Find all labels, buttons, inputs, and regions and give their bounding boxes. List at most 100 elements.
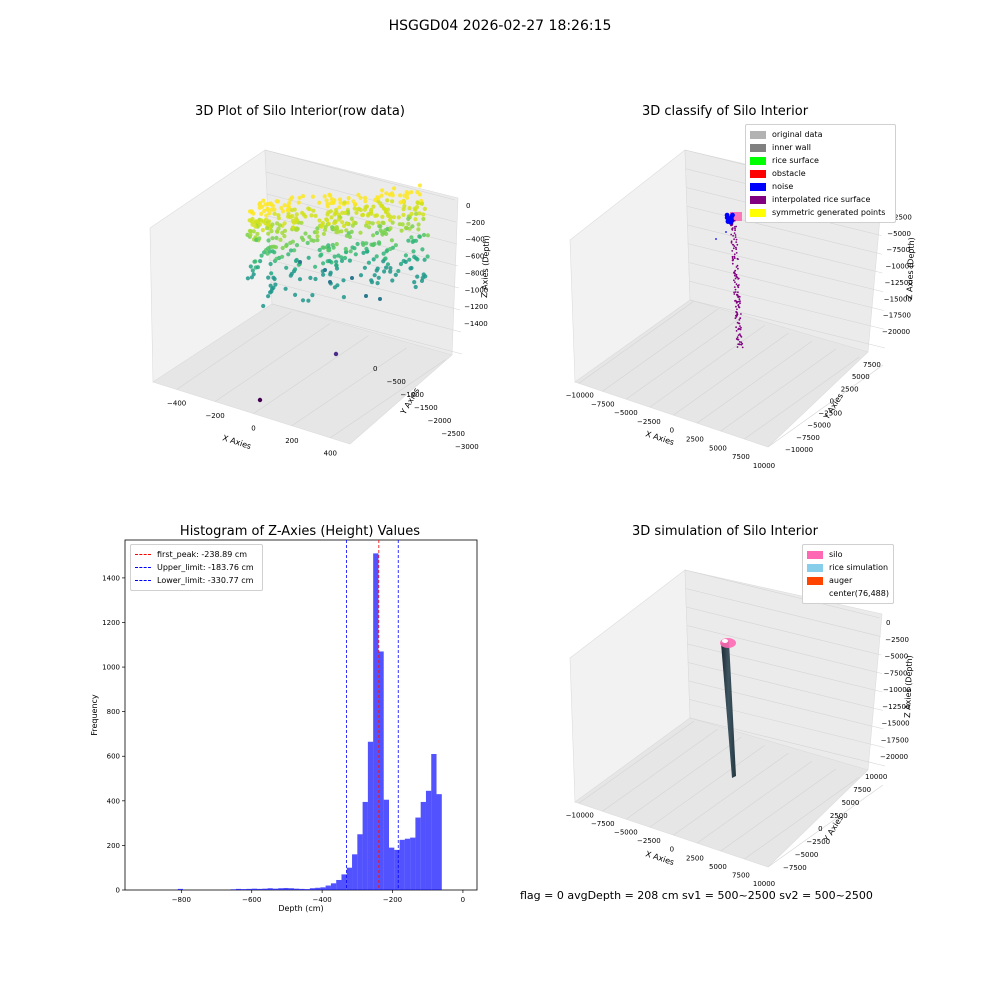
raw-point — [406, 221, 411, 226]
histogram-bar — [246, 888, 252, 890]
classify-interpolated-point — [735, 246, 737, 249]
raw-point — [279, 205, 284, 211]
classify-z-axis-label: Z Axies (Depth) — [905, 237, 916, 300]
classify-plot-title: 3D classify of Silo Interior — [641, 104, 809, 119]
raw-point — [266, 222, 272, 227]
classify-interpolated-point — [733, 238, 735, 241]
raw-point — [373, 213, 378, 218]
raw-point — [347, 258, 352, 263]
raw-point — [367, 225, 372, 230]
raw-point — [334, 266, 340, 271]
raw-point — [366, 260, 371, 265]
raw-point — [405, 191, 410, 196]
raw-point — [324, 198, 329, 203]
raw-point — [412, 280, 417, 285]
classify-interpolated-point — [735, 241, 738, 244]
raw-grid-line — [271, 303, 463, 355]
raw-point — [396, 215, 401, 220]
raw-point — [327, 192, 332, 197]
raw-point — [384, 231, 389, 236]
raw-grid-line — [214, 323, 331, 402]
classify-interpolated-point — [735, 305, 737, 308]
classify-interpolated-point — [738, 343, 741, 346]
classify-interpolated-point — [730, 233, 733, 236]
classify-interpolated-point — [739, 333, 741, 335]
raw-point — [390, 193, 395, 198]
raw-grid-line — [291, 347, 408, 426]
legend-label: silo — [829, 550, 843, 559]
raw-point — [325, 218, 330, 223]
sim-z-tick-label: −2500 — [885, 636, 909, 644]
raw-y-tick-label: −500 — [387, 378, 406, 386]
raw-point — [345, 221, 350, 226]
classify-interpolated-point — [740, 341, 743, 344]
classify-interpolated-point — [737, 304, 740, 306]
raw-point — [311, 208, 316, 213]
raw-point — [270, 249, 275, 254]
raw-point — [266, 231, 271, 236]
cls-grid-line — [673, 332, 789, 416]
raw-point — [307, 207, 312, 212]
raw-point — [417, 183, 422, 188]
histogram-bar — [230, 889, 236, 890]
raw-point — [301, 194, 306, 199]
raw-point — [390, 278, 395, 283]
classify-interpolated-point — [733, 219, 736, 222]
raw-point — [282, 203, 287, 208]
raw-point — [321, 231, 326, 236]
raw-point — [351, 199, 356, 204]
histogram-bar — [352, 854, 358, 890]
raw-point — [383, 256, 388, 261]
histogram-bar — [436, 794, 442, 890]
histogram-legend-item: Lower_limit: -330.77 cm — [135, 574, 258, 587]
histogram-bar — [378, 651, 384, 890]
sim-y-tick-label: 2500 — [830, 812, 848, 820]
histogram-bar — [304, 889, 310, 890]
raw-floor-pane — [152, 303, 453, 445]
raw-point — [412, 206, 417, 211]
raw-point — [414, 211, 419, 216]
histogram-x-tick-label: −400 — [313, 896, 332, 904]
cls-grid-line — [688, 243, 884, 293]
raw-point — [277, 223, 283, 228]
rice-simulation-column — [721, 641, 736, 778]
classify-interpolated-point — [735, 266, 738, 268]
histogram-bar — [367, 741, 374, 890]
histogram-x-tick-label: −200 — [383, 896, 402, 904]
raw-point — [272, 211, 277, 216]
histogram-y-tick-label: 400 — [107, 797, 120, 805]
legend-label: noise — [772, 182, 794, 191]
raw-point — [323, 268, 327, 272]
classify-interpolated-point — [734, 234, 737, 236]
classify-interpolated-point — [735, 283, 738, 286]
raw-point — [337, 205, 342, 210]
raw-point — [385, 198, 390, 203]
raw-z-axis-label: Z Axies (Depth) — [480, 235, 491, 298]
simulation-3d-axes — [569, 569, 886, 868]
classify-interpolated-point — [737, 338, 740, 341]
raw-point — [317, 218, 322, 223]
histogram-bar — [389, 847, 395, 890]
raw-z-tick-label: 0 — [466, 202, 470, 210]
raw-y-tick-label: −2500 — [441, 430, 465, 438]
histogram-x-tick-label: 0 — [461, 896, 465, 904]
classify-interpolated-point — [737, 300, 740, 303]
sim-z-tick-label: −15000 — [882, 720, 910, 728]
raw-point — [315, 226, 320, 231]
raw-point — [421, 212, 426, 217]
legend-label: Lower_limit: -330.77 cm — [157, 576, 254, 585]
histogram-x-tick-label: −600 — [242, 896, 261, 904]
raw-point — [327, 258, 332, 264]
classify-interpolated-point — [734, 229, 736, 232]
raw-point — [273, 282, 278, 287]
cls-y-tick-label: 0 — [830, 397, 834, 405]
raw-point — [403, 253, 408, 258]
classify-interpolated-point — [731, 243, 734, 246]
sim-x-tick-label: −10000 — [566, 811, 594, 819]
raw-point — [293, 292, 298, 297]
classify-point-cloud — [715, 212, 744, 349]
raw-point — [308, 275, 313, 280]
raw-point — [350, 276, 354, 280]
histogram-y-tick-label: 1200 — [102, 619, 120, 627]
raw-point — [374, 230, 380, 236]
